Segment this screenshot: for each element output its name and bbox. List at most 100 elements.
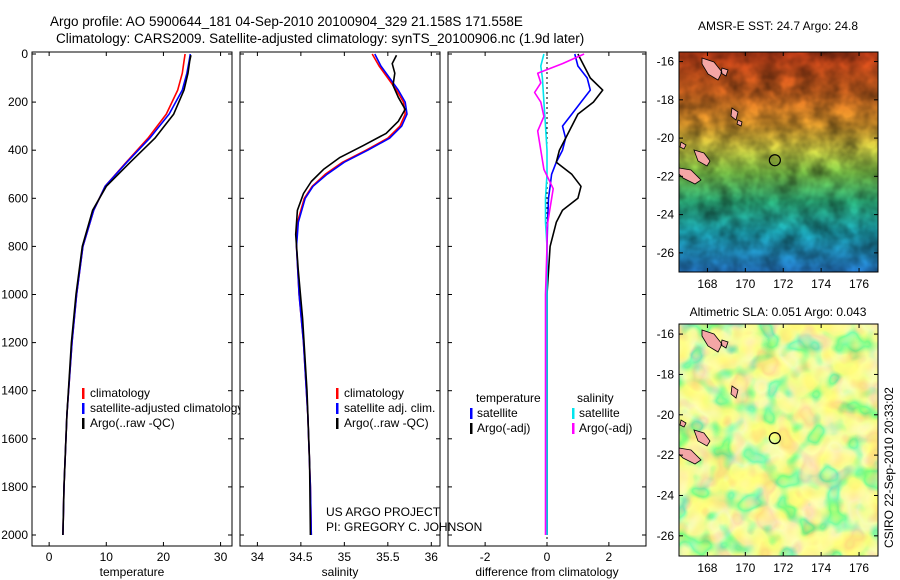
sla-map-lat-label: -26	[657, 529, 675, 543]
sst-map-title: AMSR-E SST: 24.7 Argo: 24.8	[698, 19, 858, 33]
sst-map-lat-label: -24	[657, 208, 675, 222]
sst-map-lon-label: 172	[773, 277, 793, 291]
depth-tick-label: 600	[8, 191, 28, 205]
difference-series-salinity-argo-adj-	[533, 53, 585, 535]
sst-map-lat-label: -18	[657, 93, 675, 107]
temperature-legend-swatch	[82, 388, 85, 399]
sla-map-lat-label: -24	[657, 488, 675, 502]
figure-title-line1: Argo profile: AO 5900644_181 04-Sep-2010…	[50, 14, 523, 29]
sla-map-title: Altimetric SLA: 0.051 Argo: 0.043	[690, 305, 867, 319]
timestamp-stamp: CSIRO 22-Sep-2010 20:33:02	[882, 387, 896, 548]
depth-tick-label: 400	[8, 143, 28, 157]
difference-series-salinity-satellite	[539, 53, 548, 535]
sla-map-lat-label: -18	[657, 367, 675, 381]
figure-title-line2: Climatology: CARS2009. Satellite-adjuste…	[56, 31, 584, 46]
sla-map-lat-label: -22	[657, 448, 675, 462]
sst-island-3	[679, 141, 711, 167]
difference-legend-label: Argo(-adj)	[579, 421, 632, 435]
temperature-legend-swatch	[82, 403, 85, 414]
difference-legend-label: satellite	[579, 406, 620, 420]
temperature-legend-label: satellite-adjusted climatology	[90, 401, 243, 415]
sla-map-lon-label: 174	[811, 561, 831, 575]
sla-island-3	[679, 419, 711, 447]
sla-island-4	[679, 447, 702, 465]
salinity-panel: 34 34.5 35 35.5 36 salinity climatologysatelli…	[239, 51, 441, 579]
temperature-legend-swatch	[82, 418, 85, 429]
depth-tick-label: 1000	[1, 288, 28, 302]
sst-map-lat-label: -20	[657, 131, 675, 145]
difference-legend-label: satellite	[477, 406, 518, 420]
project-credit: US ARGO PROJECT	[326, 505, 441, 519]
difference-x-tick-label: -2	[480, 550, 491, 564]
depth-tick-label: 0	[21, 47, 28, 61]
difference-x-tick-label: 0	[544, 550, 551, 564]
salinity-series-argo-raw-qc-	[294, 54, 407, 536]
salinity-legend-label: satellite adj. clim.	[344, 401, 435, 415]
difference-legend-swatch	[572, 423, 575, 434]
difference-legend-label: temperature	[476, 391, 541, 405]
difference-legend-label: Argo(-adj)	[477, 421, 530, 435]
temperature-series-argo-raw-qc-	[62, 55, 192, 536]
sla-map-frame	[678, 323, 879, 557]
sst-map-lat-label: -16	[657, 55, 675, 69]
sst-map-lat-label: -22	[657, 169, 675, 183]
sla-map-lon-label: 176	[849, 561, 869, 575]
sla-map-lon-label: 170	[735, 561, 755, 575]
sst-map-lat-label: -26	[657, 246, 675, 260]
temperature-axis-label: temperature	[100, 565, 165, 579]
sst-island-2	[730, 107, 743, 127]
temperature-x-tick-label: 10	[100, 550, 114, 564]
sst-island-1	[701, 57, 729, 81]
depth-tick-label: 1600	[1, 432, 28, 446]
sla-map-lon-label: 172	[773, 561, 793, 575]
salinity-series-satellite-adj-clim-	[295, 53, 408, 536]
depth-tick-label: 1800	[1, 480, 28, 494]
temperature-legend-label: climatology	[90, 386, 150, 400]
difference-x-tick-label: 2	[606, 550, 613, 564]
difference-legend-swatch	[470, 408, 473, 419]
pi-credit: PI: GREGORY C. JOHNSON	[326, 520, 482, 534]
temperature-x-tick-label: 20	[157, 550, 171, 564]
sla-island-2	[730, 385, 739, 399]
depth-tick-label: 1200	[1, 336, 28, 350]
salinity-x-tick-label: 35	[338, 550, 352, 564]
temperature-legend-label: Argo(..raw -QC)	[90, 416, 175, 430]
salinity-legend-swatch	[336, 388, 339, 399]
difference-legend-swatch	[470, 423, 473, 434]
depth-tick-label: 2000	[1, 528, 28, 542]
salinity-x-tick-label: 34	[251, 550, 265, 564]
sst-texture	[679, 52, 878, 272]
depth-tick-label: 200	[8, 95, 28, 109]
salinity-legend-label: climatology	[344, 386, 404, 400]
salinity-legend-label: Argo(..raw -QC)	[344, 416, 429, 430]
temperature-x-tick-label: 0	[46, 550, 53, 564]
sst-map-lon-label: 170	[735, 277, 755, 291]
salinity-legend-swatch	[336, 403, 339, 414]
sst-map-frame	[678, 51, 879, 273]
salinity-frame	[239, 51, 441, 547]
sst-island-4	[679, 167, 702, 185]
salinity-axis-label: salinity	[322, 565, 359, 579]
temperature-panel: 0 200 400 600 800 1000 1200 1400 1600 1800 2000 0 10…	[1, 47, 243, 579]
salinity-x-tick-label: 34.5	[289, 550, 313, 564]
depth-tick-label: 1400	[1, 384, 28, 398]
depth-tick-label: 800	[8, 239, 28, 253]
salinity-x-tick-label: 35.5	[376, 550, 400, 564]
sla-field	[679, 324, 878, 556]
sla-map: Altimetric SLA: 0.051 Argo: 0.043 168 170…	[657, 305, 879, 575]
difference-legend-swatch	[572, 408, 575, 419]
sst-map-lon-label: 176	[849, 277, 869, 291]
temperature-frame	[31, 51, 233, 547]
sst-map-lon-label: 174	[811, 277, 831, 291]
salinity-legend-swatch	[336, 418, 339, 429]
sla-map-lat-label: -16	[657, 327, 675, 341]
sst-map: AMSR-E SST: 24.7 Argo: 24.8 168 170 172 174…	[657, 19, 879, 291]
temperature-x-tick-label: 30	[214, 550, 228, 564]
sst-map-lon-label: 168	[697, 277, 717, 291]
sla-island-1	[701, 329, 729, 353]
sla-map-argo-location-marker	[768, 432, 781, 445]
sst-map-argo-location-marker	[768, 154, 781, 167]
salinity-x-tick-label: 36	[425, 550, 439, 564]
difference-axis-label: difference from climatology	[475, 565, 618, 579]
